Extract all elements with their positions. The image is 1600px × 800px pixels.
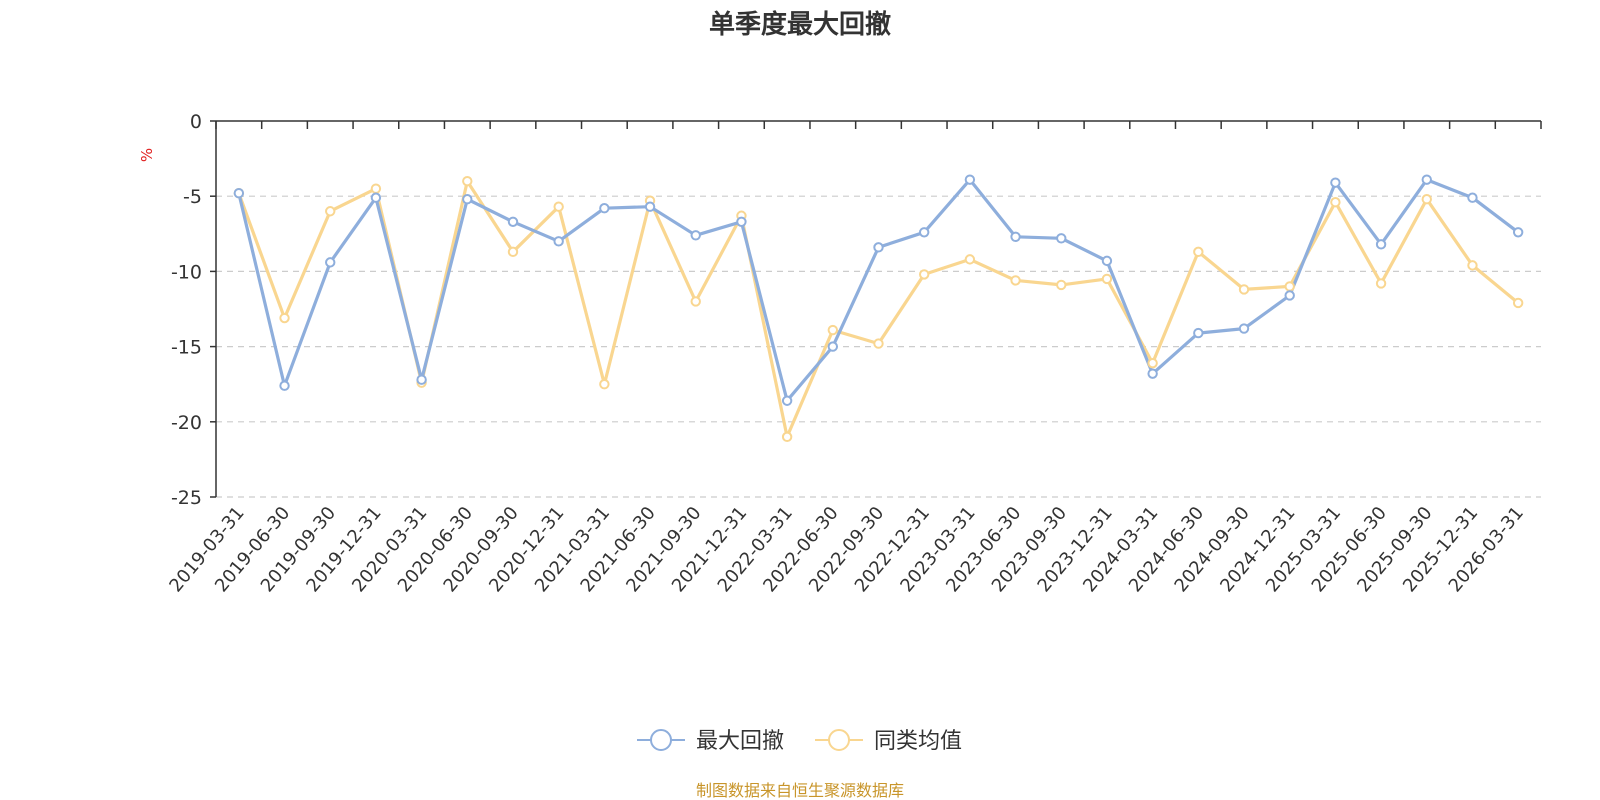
data-point-max-drawdown[interactable] — [1467, 192, 1478, 203]
data-point-max-drawdown[interactable] — [644, 201, 656, 212]
data-point-peer-average[interactable] — [1056, 279, 1067, 291]
data-point-peer-average[interactable] — [873, 338, 884, 349]
data-point-peer-average[interactable] — [1010, 275, 1021, 286]
x-tick-labels: 2019-03-312019-06-302019-09-302019-12-31… — [165, 503, 1528, 597]
data-point-peer-average[interactable] — [370, 183, 382, 194]
data-point-peer-average[interactable] — [918, 269, 930, 280]
y-tick-label: 0 — [190, 111, 202, 133]
data-point-peer-average[interactable] — [1284, 281, 1295, 292]
data-point-peer-average[interactable] — [1330, 197, 1341, 208]
data-point-peer-average[interactable] — [1467, 260, 1478, 271]
series-points — [233, 174, 1524, 443]
data-source-note: 制图数据来自恒生聚源数据库 — [696, 781, 904, 800]
data-point-max-drawdown[interactable] — [1238, 323, 1250, 334]
data-point-peer-average[interactable] — [553, 201, 564, 212]
data-point-peer-average[interactable] — [325, 206, 336, 217]
data-point-max-drawdown[interactable] — [553, 236, 564, 247]
legend: 最大回撤 同类均值 — [637, 729, 962, 754]
data-point-peer-average[interactable] — [964, 254, 976, 265]
data-point-max-drawdown[interactable] — [690, 230, 701, 241]
data-point-peer-average[interactable] — [507, 246, 519, 258]
legend-marker-max-drawdown — [650, 729, 672, 751]
data-point-peer-average[interactable] — [1147, 357, 1158, 369]
data-point-max-drawdown[interactable] — [233, 187, 245, 199]
data-point-max-drawdown[interactable] — [736, 216, 747, 227]
data-point-max-drawdown[interactable] — [1010, 231, 1021, 243]
data-point-peer-average[interactable] — [1512, 297, 1524, 309]
data-point-peer-average[interactable] — [599, 379, 610, 390]
data-point-peer-average[interactable] — [1375, 278, 1387, 289]
data-point-max-drawdown[interactable] — [964, 174, 976, 185]
y-tick-label: -20 — [171, 412, 202, 434]
data-point-peer-average[interactable] — [827, 324, 839, 336]
data-point-max-drawdown[interactable] — [1375, 239, 1387, 250]
data-point-peer-average[interactable] — [1238, 284, 1250, 295]
data-point-max-drawdown[interactable] — [599, 203, 610, 214]
data-point-max-drawdown[interactable] — [1512, 227, 1524, 238]
y-tick-label: -25 — [171, 487, 202, 509]
data-point-max-drawdown[interactable] — [1421, 174, 1432, 185]
data-point-max-drawdown[interactable] — [279, 380, 290, 391]
data-point-peer-average[interactable] — [279, 312, 290, 324]
data-point-max-drawdown[interactable] — [1056, 233, 1067, 244]
y-tick-label: -10 — [171, 261, 202, 283]
data-point-max-drawdown[interactable] — [325, 257, 336, 268]
data-point-max-drawdown[interactable] — [827, 341, 839, 352]
series-lines — [237, 178, 1520, 439]
axes — [210, 120, 1542, 498]
y-tick-label: -5 — [183, 186, 202, 208]
data-point-peer-average[interactable] — [1193, 246, 1204, 258]
y-axis-unit: % — [138, 148, 156, 162]
data-point-peer-average[interactable] — [690, 296, 701, 307]
legend-item-max-drawdown[interactable]: 最大回撤 — [637, 729, 784, 754]
legend-marker-peer-average — [828, 729, 850, 751]
data-point-peer-average[interactable] — [1421, 194, 1432, 205]
data-point-max-drawdown[interactable] — [1330, 177, 1341, 188]
y-tick-label: -15 — [171, 337, 202, 359]
data-point-max-drawdown[interactable] — [416, 374, 427, 385]
data-point-max-drawdown[interactable] — [507, 216, 519, 227]
data-point-max-drawdown[interactable] — [1193, 327, 1204, 339]
data-point-max-drawdown[interactable] — [462, 194, 473, 205]
legend-item-peer-average[interactable]: 同类均值 — [815, 729, 962, 754]
series-line-peer-average — [237, 179, 1520, 439]
data-point-max-drawdown[interactable] — [1284, 290, 1295, 301]
data-point-max-drawdown[interactable] — [1101, 255, 1113, 267]
data-point-max-drawdown[interactable] — [370, 192, 382, 203]
data-point-max-drawdown[interactable] — [1147, 368, 1158, 379]
series-line-max-drawdown — [237, 178, 1520, 403]
legend-label-peer-average: 同类均值 — [874, 729, 962, 754]
data-point-peer-average[interactable] — [462, 175, 473, 187]
data-point-max-drawdown[interactable] — [781, 395, 793, 406]
chart-title: 单季度最大回撤 — [709, 9, 891, 40]
data-point-peer-average[interactable] — [781, 431, 793, 443]
legend-label-max-drawdown: 最大回撤 — [696, 729, 784, 754]
data-point-peer-average[interactable] — [1101, 273, 1113, 285]
data-point-max-drawdown[interactable] — [873, 242, 884, 253]
data-point-max-drawdown[interactable] — [918, 227, 930, 238]
y-tick-labels: 0 -5 -10 -15 -20 -25 — [171, 111, 202, 509]
